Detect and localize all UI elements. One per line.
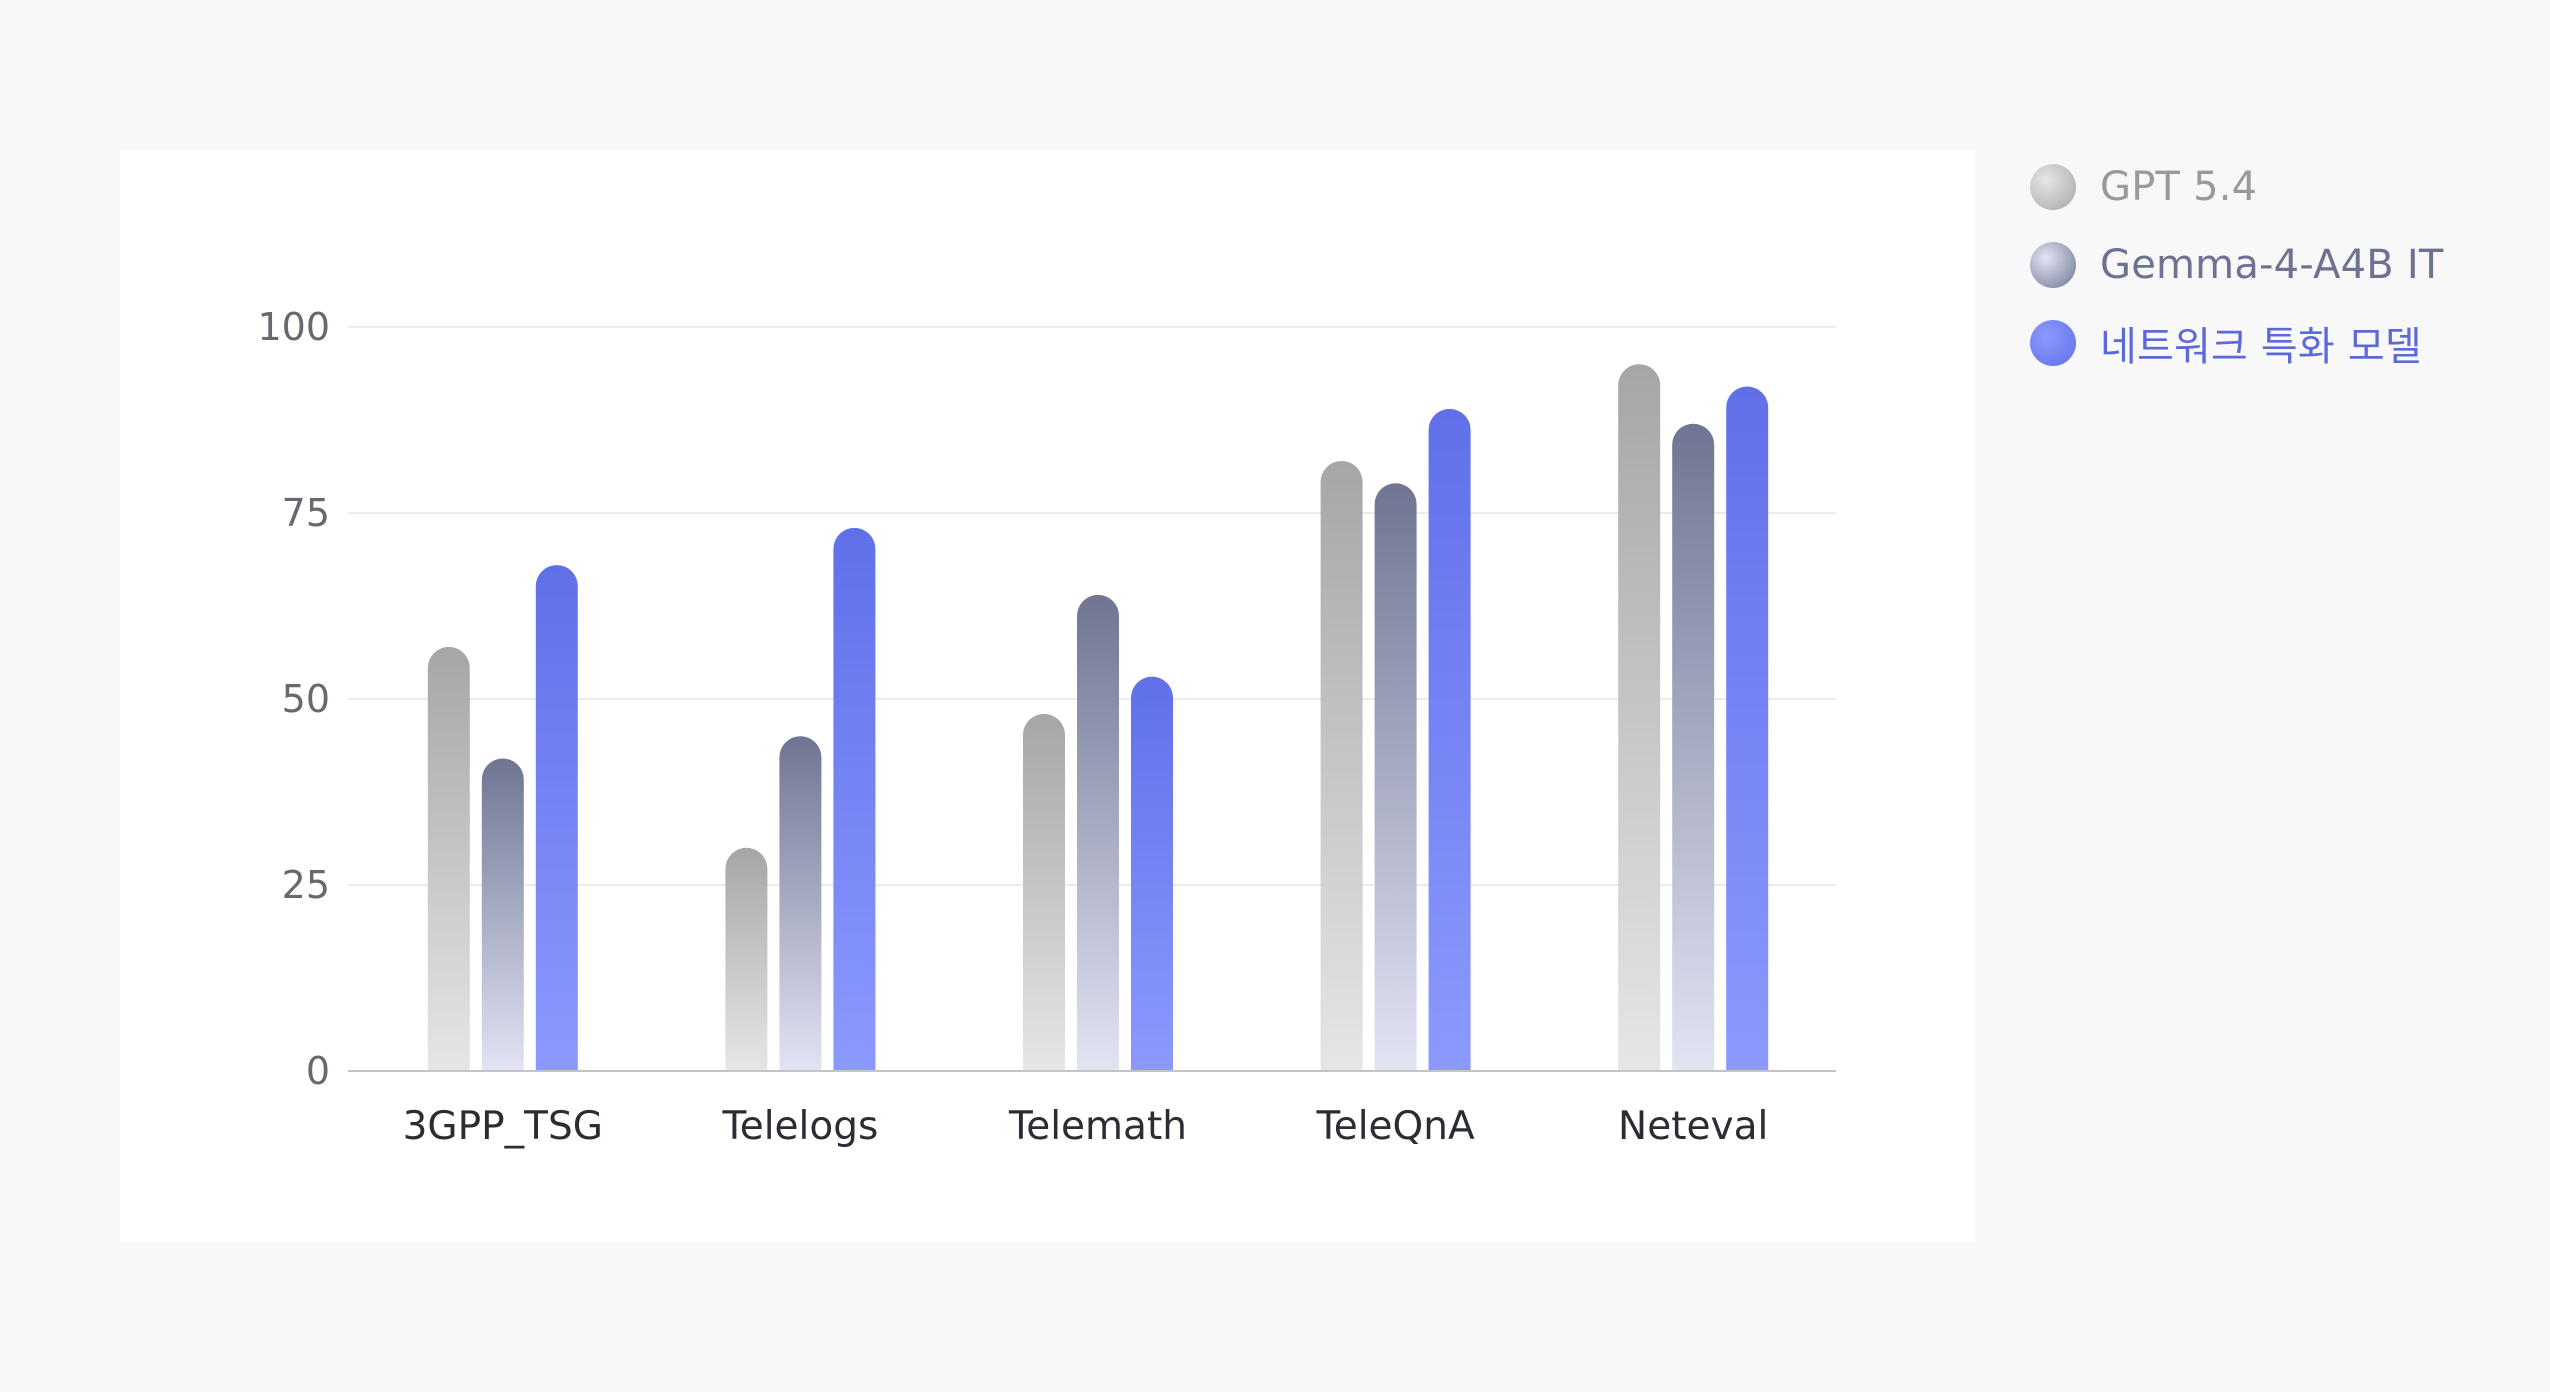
- bar: [833, 527, 876, 1071]
- legend-swatch: [2030, 242, 2076, 288]
- legend: GPT 5.4 Gemma-4-A4B IT 네트워크 특화 모델: [2030, 148, 2443, 382]
- bars: [427, 364, 1769, 1072]
- y-tick-label: 0: [306, 1049, 330, 1093]
- legend-item: 네트워크 특화 모델: [2030, 304, 2443, 382]
- bar: [725, 847, 768, 1071]
- bar: [1672, 423, 1715, 1072]
- y-tick-label: 75: [282, 491, 330, 535]
- bar: [1726, 386, 1769, 1071]
- bar: [1320, 460, 1363, 1071]
- legend-item: Gemma-4-A4B IT: [2030, 226, 2443, 304]
- bar: [1618, 364, 1661, 1071]
- legend-label: GPT 5.4: [2100, 164, 2258, 210]
- legend-label: 네트워크 특화 모델: [2100, 324, 2422, 370]
- bar: [1374, 483, 1417, 1071]
- y-tick-label: 25: [282, 863, 330, 907]
- y-tick-label: 50: [282, 677, 330, 721]
- x-tick-label: Neteval: [1618, 1104, 1768, 1149]
- bar: [1077, 594, 1119, 1071]
- bar: [779, 736, 822, 1071]
- legend-label: Gemma-4-A4B IT: [2100, 242, 2444, 288]
- x-tick-label: Telelogs: [722, 1104, 879, 1149]
- legend-swatch: [2030, 164, 2076, 210]
- y-tick-label: 100: [257, 305, 330, 349]
- x-tick-label: TeleQnA: [1316, 1104, 1475, 1149]
- bar: [481, 758, 524, 1071]
- x-tick-label: 3GPP_TSG: [403, 1104, 603, 1149]
- x-axis-labels: 3GPP_TSG Telelogs Telemath TeleQnA Neteval: [403, 1104, 1769, 1149]
- legend-swatch: [2030, 320, 2076, 366]
- legend-item: GPT 5.4: [2030, 148, 2443, 226]
- bar: [427, 646, 470, 1071]
- x-tick-label: Telemath: [1008, 1104, 1187, 1149]
- bar: [1023, 713, 1065, 1071]
- bar: [1131, 676, 1173, 1071]
- bar: [535, 565, 578, 1071]
- bar: [1428, 408, 1471, 1072]
- y-axis-ticks: 0 25 50 75 100: [257, 305, 330, 1093]
